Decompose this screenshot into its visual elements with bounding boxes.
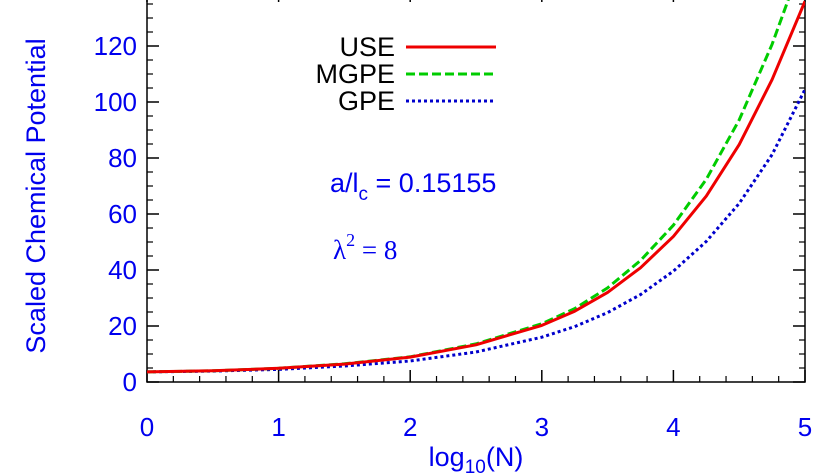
legend-label-use: USE xyxy=(339,32,395,62)
y-axis-title: Scaled Chemical Potential xyxy=(21,38,51,353)
legend-label-gpe: GPE xyxy=(338,86,395,116)
x-tick-label: 1 xyxy=(271,412,285,442)
y-tick-labels: 0 20 40 60 80 100 120 140 xyxy=(94,0,137,397)
y-tick-label: 40 xyxy=(108,255,137,285)
y-tick-label: 60 xyxy=(108,199,137,229)
y-tick-label: 80 xyxy=(108,143,137,173)
x-tick-label: 0 xyxy=(140,412,154,442)
x-tick-label: 4 xyxy=(666,412,680,442)
y-tick-label: 120 xyxy=(94,31,137,61)
annotations: a/lc = 0.15155 λ2 = 8 xyxy=(330,168,496,265)
annotation-ratio: a/lc = 0.15155 xyxy=(330,168,496,205)
legend-label-mgpe: MGPE xyxy=(315,59,395,89)
x-tick-label: 3 xyxy=(535,412,549,442)
x-axis-title: log10(N) xyxy=(429,442,524,475)
x-tick-labels: 0 1 2 3 4 5 xyxy=(140,412,812,442)
axis-ticks xyxy=(146,0,806,383)
series-line-gpe xyxy=(147,88,805,374)
series-line-use xyxy=(147,0,805,374)
y-tick-label: 20 xyxy=(108,311,137,341)
x-tick-label: 5 xyxy=(798,412,812,442)
series-lines xyxy=(147,0,805,374)
y-tick-label: 100 xyxy=(94,87,137,117)
series-line-mgpe xyxy=(147,0,790,374)
y-tick-label: 140 xyxy=(94,0,137,5)
y-tick-label: 0 xyxy=(123,367,137,397)
annotation-lambda: λ2 = 8 xyxy=(333,230,397,265)
x-tick-label: 2 xyxy=(403,412,417,442)
